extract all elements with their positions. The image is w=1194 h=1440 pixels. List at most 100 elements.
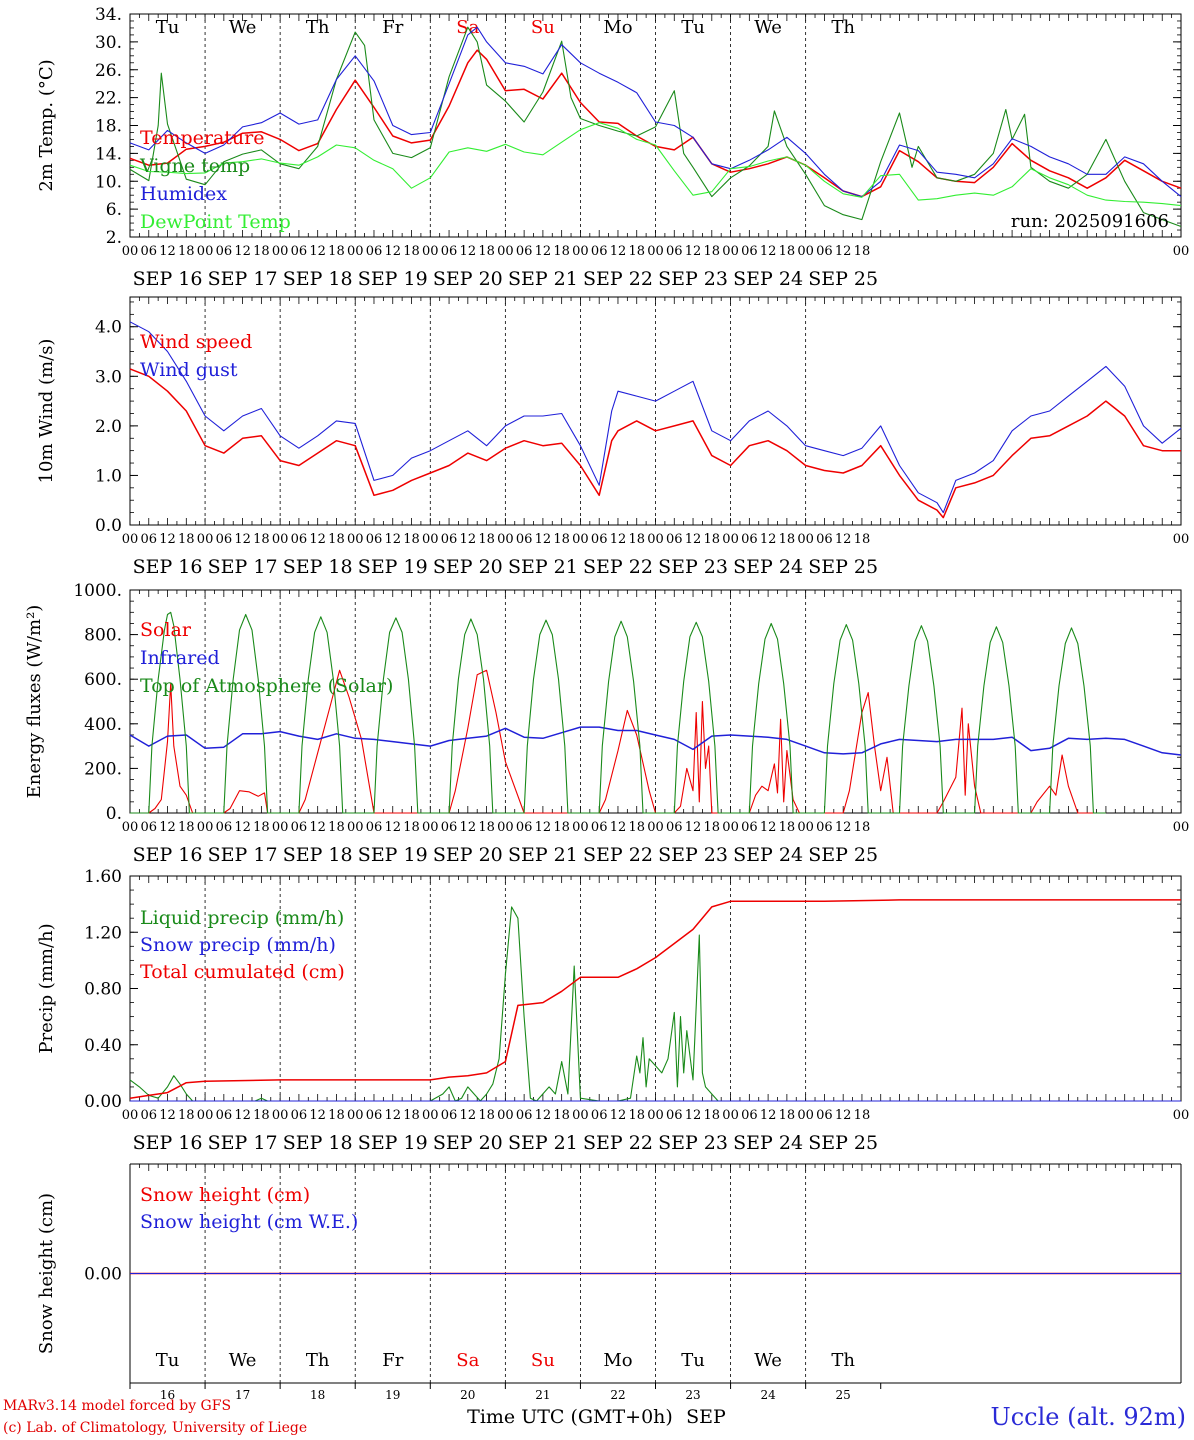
hour-tick-label: 12 <box>685 1108 702 1123</box>
y-tick-label: 2. <box>106 228 122 248</box>
hour-tick-label: 12 <box>159 244 176 259</box>
hour-tick-label: 12 <box>234 1108 251 1123</box>
y-tick-label: 1.20 <box>84 923 122 943</box>
hour-tick-label: 18 <box>779 532 796 547</box>
series-line <box>129 49 1182 198</box>
hour-tick-label: 06 <box>741 244 758 259</box>
hour-tick-label: 18 <box>328 532 345 547</box>
y-tick-label: 10. <box>95 172 122 192</box>
hour-tick-label: 00 <box>122 820 139 835</box>
weekday-label: We <box>229 17 257 38</box>
hour-tick-label: 18 <box>704 244 721 259</box>
date-label: SEP 17 <box>208 268 278 290</box>
hour-tick-label: 12 <box>760 532 777 547</box>
y-tick-label: 0.0 <box>95 516 122 536</box>
hour-tick-label: 12 <box>835 532 852 547</box>
hour-tick-label: 00 <box>647 532 664 547</box>
day-number-label: 18 <box>310 1388 325 1402</box>
day-number-label: 22 <box>610 1388 625 1402</box>
hour-tick-label: 12 <box>535 1108 552 1123</box>
hour-tick-label: 06 <box>441 820 458 835</box>
hour-tick-label: 12 <box>610 820 627 835</box>
hour-tick-label: 00 <box>272 244 289 259</box>
day-number-label: 20 <box>460 1388 475 1402</box>
date-label: SEP 24 <box>733 556 803 578</box>
hour-tick-label: 00 <box>797 244 814 259</box>
legend-entry: Solar <box>140 619 192 641</box>
y-tick-label: 22. <box>95 89 122 109</box>
date-label: SEP 17 <box>208 556 278 578</box>
hour-tick-label: 18 <box>553 1108 570 1123</box>
date-label: SEP 20 <box>433 556 503 578</box>
date-label: SEP 21 <box>508 556 578 578</box>
hour-tick-label: 06 <box>666 820 683 835</box>
hour-tick-label: 18 <box>403 244 420 259</box>
date-label: SEP 24 <box>733 268 803 290</box>
hour-tick-label: 06 <box>816 244 833 259</box>
date-label: SEP 21 <box>508 844 578 866</box>
hour-tick-label: 00 <box>347 532 364 547</box>
y-tick-label: 2.0 <box>95 417 122 437</box>
day-number-label: 17 <box>235 1388 250 1402</box>
y-tick-label: 200. <box>84 759 122 779</box>
day-number-label: 19 <box>385 1388 400 1402</box>
hour-tick-label: 12 <box>460 820 477 835</box>
y-tick-label: 0.00 <box>84 1092 122 1112</box>
hour-tick-label: 06 <box>366 820 383 835</box>
day-number-label: 24 <box>760 1388 776 1402</box>
date-label: SEP 20 <box>433 844 503 866</box>
y-tick-label: 600. <box>84 670 122 690</box>
date-label: SEP 16 <box>133 844 203 866</box>
x-axis-title: Time UTC (GMT+0h) <box>467 1406 673 1428</box>
hour-tick-label: 18 <box>854 1108 871 1123</box>
hour-tick-label: 18 <box>704 1108 721 1123</box>
hour-tick-label: 18 <box>478 532 495 547</box>
hour-tick-label: 18 <box>253 244 270 259</box>
hour-tick-label: 06 <box>591 244 608 259</box>
hour-tick-label: 00 <box>422 532 439 547</box>
hour-tick-label: 12 <box>835 244 852 259</box>
weekday-label: Tu <box>156 1350 180 1371</box>
hour-tick-label: 00 <box>572 532 589 547</box>
weekday-label: Mo <box>603 1350 632 1371</box>
date-label: SEP 22 <box>583 844 653 866</box>
hour-tick-label: 12 <box>685 244 702 259</box>
y-tick-label: 6. <box>106 200 122 220</box>
weekday-label: Tu <box>681 1350 705 1371</box>
hour-tick-label: 00 <box>347 1108 364 1123</box>
hour-tick-label: 12 <box>535 820 552 835</box>
hour-tick-label: 00 <box>197 532 214 547</box>
legend-entry: Humidex <box>140 183 227 205</box>
hour-tick-label: 00 <box>572 244 589 259</box>
date-label: SEP 17 <box>208 1132 278 1154</box>
hour-tick-label: 18 <box>628 820 645 835</box>
hour-tick-label: 00 <box>422 244 439 259</box>
hour-tick-label: 18 <box>628 1108 645 1123</box>
hour-tick-label: 06 <box>366 1108 383 1123</box>
hour-tick-label: 18 <box>253 532 270 547</box>
hour-tick-label: 06 <box>516 532 533 547</box>
hour-tick-label: 00 <box>197 820 214 835</box>
weekday-label: Th <box>306 1350 330 1371</box>
series-line <box>129 26 1182 198</box>
hour-tick-label: 12 <box>460 1108 477 1123</box>
hour-tick-label: 12 <box>760 244 777 259</box>
hour-tick-label: 12 <box>309 244 326 259</box>
legend-entry: Wind gust <box>140 359 238 381</box>
y-tick-label: 1.0 <box>95 466 122 486</box>
hour-tick-label: 12 <box>159 1108 176 1123</box>
hour-tick-label: 06 <box>140 820 157 835</box>
hour-tick-label: 06 <box>666 532 683 547</box>
hour-tick-label: 00 <box>797 1108 814 1123</box>
hour-tick-label: 00 <box>497 532 514 547</box>
panel-frame <box>129 13 1182 238</box>
hour-tick-label: 06 <box>366 244 383 259</box>
weekday-label: Sa <box>456 1350 479 1371</box>
hour-tick-label: 12 <box>384 244 401 259</box>
weekday-label: We <box>754 17 782 38</box>
hour-tick-label: 06 <box>216 1108 233 1123</box>
hour-tick-label: 12 <box>159 820 176 835</box>
hour-tick-label: 12 <box>384 1108 401 1123</box>
date-label: SEP 25 <box>808 556 878 578</box>
date-label: SEP 19 <box>358 556 428 578</box>
